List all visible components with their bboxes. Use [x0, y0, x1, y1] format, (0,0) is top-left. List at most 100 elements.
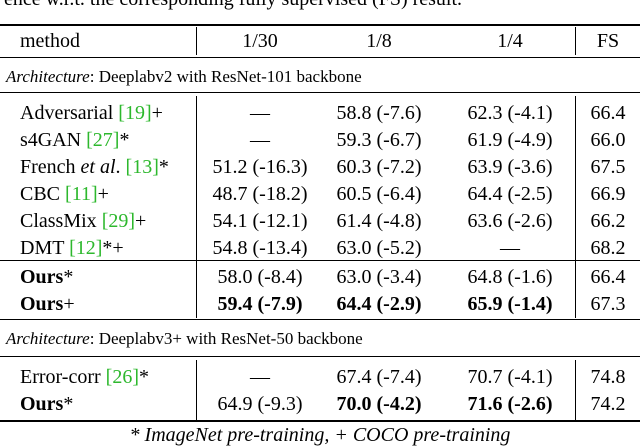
- method-ours: Ours: [20, 266, 64, 288]
- section1-architecture: Architecture: Deeplabv2 with ResNet-101 …: [6, 67, 362, 86]
- method-name-text: Error-corr: [20, 366, 106, 388]
- method-suffix: +: [135, 210, 147, 232]
- section1-divider-2: [575, 96, 576, 318]
- header-1-4: 1/4: [497, 30, 523, 52]
- value-1-8: 64.4 (-2.9): [336, 293, 422, 315]
- value-1-4: 63.9 (-3.6): [467, 156, 553, 178]
- value-1-30: 51.2 (-16.3): [212, 156, 308, 178]
- value-1-30: 48.7 (-18.2): [212, 183, 308, 205]
- value-1-8: 67.4 (-7.4): [336, 366, 422, 388]
- method-name-text: CBC: [20, 183, 66, 205]
- method-suffix: *: [158, 156, 169, 178]
- citation-ref: [26]: [105, 366, 139, 388]
- value-fs: 66.0: [590, 129, 626, 151]
- method-name-after: .: [115, 156, 126, 178]
- method-name: CBC [11]+: [20, 182, 109, 206]
- value-1-8: 60.5 (-6.4): [336, 183, 422, 205]
- method-name: Ours*: [20, 265, 73, 289]
- value-fs: 66.4: [590, 266, 626, 288]
- header-fs: FS: [596, 30, 620, 52]
- bottom-rule: [0, 420, 640, 422]
- value-1-8: 59.3 (-6.7): [336, 129, 422, 151]
- value-1-30: —: [250, 129, 270, 151]
- value-fs: 67.5: [590, 156, 626, 178]
- method-name: Ours*: [20, 392, 73, 416]
- header-1-30: 1/30: [242, 30, 278, 52]
- top-rule: [0, 24, 640, 26]
- method-suffix: *: [119, 129, 130, 151]
- value-1-30: 54.1 (-12.1): [212, 210, 308, 232]
- header-divider-2: [575, 27, 576, 55]
- method-name: DMT [12]*+: [20, 236, 124, 260]
- method-name-text: DMT: [20, 237, 70, 259]
- value-fs: 66.4: [590, 102, 626, 124]
- ours-rule: [0, 260, 640, 261]
- value-fs: 74.2: [590, 393, 626, 415]
- citation-ref: [11]: [65, 183, 98, 205]
- method-name: ClassMix [29]+: [20, 209, 146, 233]
- value-fs: 74.8: [590, 366, 626, 388]
- method-name: Error-corr [26]*: [20, 365, 149, 389]
- value-fs: 66.9: [590, 183, 626, 205]
- value-1-4: 62.3 (-4.1): [467, 102, 553, 124]
- value-1-4: 64.4 (-2.5): [467, 183, 553, 205]
- value-1-30: 58.0 (-8.4): [217, 266, 303, 288]
- method-ours: Ours: [20, 393, 64, 415]
- section1-bottom-rule: [0, 319, 640, 320]
- header-rule: [0, 57, 640, 58]
- value-1-8: 63.0 (-3.4): [336, 266, 422, 288]
- citation-ref: [13]: [125, 156, 159, 178]
- section2-rule: [0, 356, 640, 357]
- value-1-4: 61.9 (-4.9): [467, 129, 553, 151]
- method-suffix: +: [97, 183, 109, 205]
- method-name-italic: et al: [80, 156, 116, 178]
- value-1-8: 58.8 (-7.6): [336, 102, 422, 124]
- value-1-30: —: [250, 102, 270, 124]
- method-suffix: *: [138, 366, 149, 388]
- value-fs: 68.2: [590, 237, 626, 259]
- method-suffix: *+: [102, 237, 124, 259]
- method-name: s4GAN [27]*: [20, 128, 129, 152]
- citation-ref: [12]: [69, 237, 103, 259]
- method-suffix: *: [63, 393, 74, 415]
- method-name: French et al. [13]*: [20, 155, 169, 179]
- method-ours: Ours: [20, 293, 64, 315]
- method-name-text: French: [20, 156, 81, 178]
- section2-divider-1: [196, 360, 197, 420]
- value-fs: 66.2: [590, 210, 626, 232]
- value-1-30: 59.4 (-7.9): [217, 293, 303, 315]
- header-method: method: [20, 30, 80, 52]
- method-name: Adversarial [19]+: [20, 101, 163, 125]
- section1-divider-1: [196, 96, 197, 318]
- section2-divider-2: [575, 360, 576, 420]
- method-name: Ours+: [20, 292, 75, 316]
- value-1-30: 54.8 (-13.4): [212, 237, 308, 259]
- value-1-4: 63.6 (-2.6): [467, 210, 553, 232]
- header-1-8: 1/8: [366, 30, 392, 52]
- value-1-8: 63.0 (-5.2): [336, 237, 422, 259]
- method-name-text: s4GAN: [20, 129, 87, 151]
- method-name-text: ClassMix: [20, 210, 102, 232]
- header-divider-1: [196, 27, 197, 55]
- value-1-4: 70.7 (-4.1): [467, 366, 553, 388]
- value-1-4: —: [500, 237, 520, 259]
- section2-architecture: Architecture: Deeplabv3+ with ResNet-50 …: [6, 329, 363, 348]
- value-1-30: 64.9 (-9.3): [217, 393, 303, 415]
- value-1-8: 70.0 (-4.2): [336, 393, 422, 415]
- value-fs: 67.3: [590, 293, 626, 315]
- value-1-4: 65.9 (-1.4): [467, 293, 553, 315]
- citation-ref: [19]: [118, 102, 152, 124]
- caption-fragment: ence w.r.t. the corresponding fully supe…: [0, 0, 640, 11]
- value-1-4: 71.6 (-2.6): [467, 393, 553, 415]
- method-suffix: *: [63, 266, 74, 288]
- section1-rule: [0, 92, 640, 93]
- method-name-text: Adversarial: [20, 102, 119, 124]
- value-1-8: 60.3 (-7.2): [336, 156, 422, 178]
- method-suffix: +: [151, 102, 163, 124]
- value-1-4: 64.8 (-1.6): [467, 266, 553, 288]
- value-1-8: 61.4 (-4.8): [336, 210, 422, 232]
- value-1-30: —: [250, 366, 270, 388]
- method-suffix: +: [63, 293, 75, 315]
- citation-ref: [27]: [86, 129, 120, 151]
- citation-ref: [29]: [101, 210, 136, 232]
